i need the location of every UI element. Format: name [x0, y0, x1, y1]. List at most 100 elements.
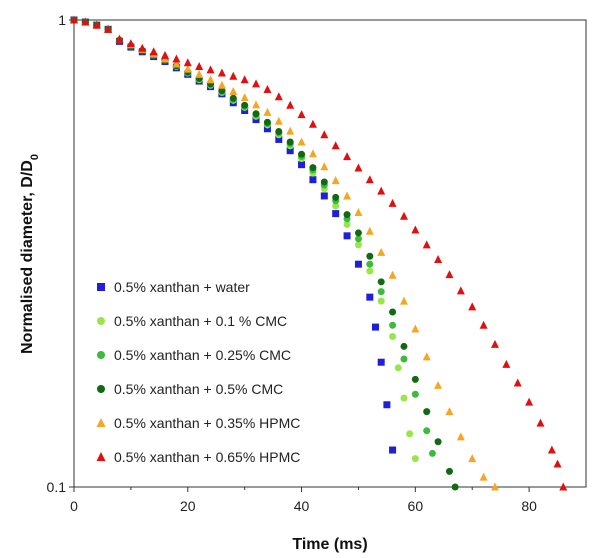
data-point — [354, 241, 362, 249]
data-point — [383, 401, 391, 409]
data-point — [320, 130, 329, 139]
data-point — [423, 408, 431, 416]
data-point — [372, 323, 380, 331]
data-point — [411, 375, 419, 383]
legend: 0.5% xanthan + water 0.5% xanthan + 0.1 %… — [96, 279, 300, 465]
data-point — [343, 232, 351, 240]
data-point — [366, 293, 374, 301]
data-point — [479, 472, 488, 481]
data-point — [445, 270, 454, 279]
y-axis-title-subscript: 0 — [29, 154, 41, 160]
y-axis-title: Normalised diameter, D/D0 — [19, 154, 41, 354]
data-point — [354, 260, 362, 268]
data-point — [274, 116, 283, 125]
data-point — [229, 86, 238, 95]
data-point — [411, 324, 420, 333]
data-point — [377, 186, 386, 195]
legend-label: 0.5% xanthan + water — [114, 279, 250, 295]
data-point — [513, 378, 522, 387]
legend-marker — [97, 385, 105, 393]
data-point — [422, 352, 431, 361]
data-point — [354, 163, 363, 172]
y-axis: 0.11 — [47, 12, 74, 495]
data-point — [309, 176, 317, 184]
data-point — [275, 135, 283, 143]
data-point — [217, 80, 226, 89]
data-point — [377, 297, 385, 305]
data-point — [343, 152, 352, 161]
data-point — [240, 75, 249, 84]
data-point — [286, 126, 295, 135]
data-point — [263, 84, 272, 93]
data-point — [553, 459, 562, 468]
data-point — [411, 455, 419, 463]
data-point — [308, 149, 317, 158]
data-point — [298, 150, 306, 158]
data-point — [389, 446, 397, 454]
data-point — [218, 87, 226, 95]
data-point — [389, 308, 397, 316]
plot-border — [73, 19, 587, 488]
data-point — [411, 390, 419, 398]
data-point — [332, 202, 340, 210]
data-point — [434, 255, 443, 264]
data-point — [172, 59, 181, 68]
y-tick-label: 0.1 — [47, 479, 67, 495]
data-point — [263, 107, 272, 116]
x-tick-label: 20 — [180, 498, 196, 514]
data-point — [195, 62, 204, 71]
legend-label: 0.5% xanthan + 0.25% CMC — [114, 347, 291, 363]
data-point — [241, 101, 249, 109]
data-point — [252, 110, 260, 118]
data-point — [423, 427, 431, 435]
y-axis-title-main: Normalised diameter, D/D — [19, 160, 36, 354]
data-point — [388, 198, 397, 207]
data-point — [331, 176, 340, 185]
y-tick-label: 1 — [58, 12, 66, 28]
data-point — [308, 119, 317, 128]
data-point — [229, 71, 238, 80]
data-point — [547, 445, 556, 454]
data-point — [343, 191, 352, 200]
data-point — [422, 240, 431, 249]
data-point — [217, 68, 226, 77]
data-point — [263, 118, 271, 126]
data-point — [206, 65, 215, 74]
data-point — [172, 54, 181, 63]
data-point — [252, 79, 261, 88]
data-point — [115, 34, 124, 43]
data-point — [400, 394, 408, 402]
x-tick-label: 40 — [294, 498, 310, 514]
data-point — [183, 64, 192, 73]
data-point — [388, 270, 397, 279]
legend-marker — [96, 418, 106, 427]
data-point — [400, 355, 408, 363]
data-point — [309, 164, 317, 172]
data-point — [490, 482, 499, 491]
data-point — [451, 483, 459, 491]
data-point — [354, 235, 362, 243]
data-point — [536, 418, 545, 427]
legend-marker — [96, 452, 106, 461]
data-point — [389, 333, 397, 341]
data-point — [502, 359, 511, 368]
data-point — [274, 92, 283, 101]
legend-label: 0.5% xanthan + 0.5% CMC — [114, 381, 283, 397]
data-point — [394, 364, 402, 372]
data-point — [161, 50, 170, 59]
data-point — [354, 229, 362, 237]
data-point — [240, 93, 249, 102]
data-point — [92, 20, 101, 29]
data-marks — [70, 15, 568, 491]
plot-area — [73, 19, 587, 488]
data-point — [297, 110, 306, 119]
data-point — [286, 100, 295, 109]
data-point — [445, 407, 454, 416]
data-point — [456, 286, 465, 295]
data-point — [389, 321, 397, 329]
data-point — [399, 211, 408, 220]
data-point — [320, 192, 328, 200]
data-point — [297, 137, 306, 146]
data-point — [377, 278, 385, 286]
data-point — [183, 58, 192, 67]
